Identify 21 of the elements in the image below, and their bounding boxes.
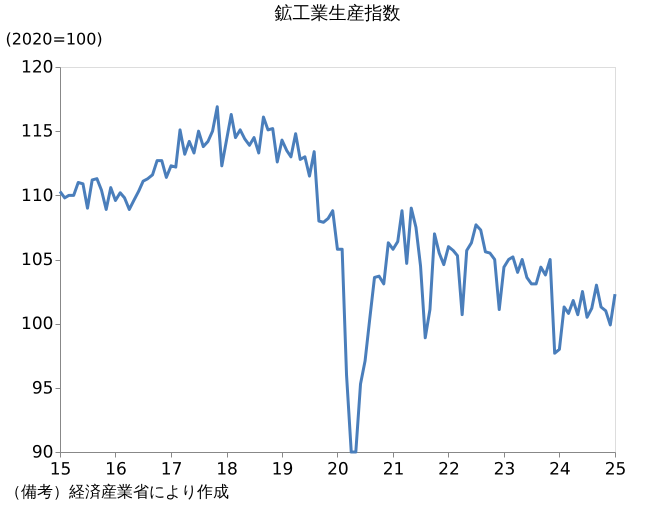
x-tick-label: 18 [216,460,238,480]
x-tick-label: 22 [438,460,460,480]
y-tick-label: 95 [32,378,54,398]
y-tick-label: 105 [21,250,54,270]
x-tick-label: 16 [105,460,127,480]
y-tick-label: 115 [21,122,54,142]
y-tick-label: 100 [21,314,54,334]
x-tick-label: 24 [549,460,571,480]
x-tick-label: 20 [327,460,349,480]
chart-title: 鉱工業生産指数 [274,3,400,24]
x-tick-label: 25 [604,460,626,480]
x-tick-label: 17 [160,460,182,480]
y-tick-label: 120 [21,58,54,78]
x-tick-label: 15 [50,460,72,480]
y-tick-label: 110 [21,186,54,206]
y-tick-label: 90 [32,442,54,462]
y-axis-title: (2020=100) [6,30,103,48]
x-tick-label: 21 [382,460,404,480]
x-tick-label: 19 [272,460,294,480]
text: （備考）経済産業省により作成 [5,482,229,501]
x-tick-label: 23 [494,460,516,480]
